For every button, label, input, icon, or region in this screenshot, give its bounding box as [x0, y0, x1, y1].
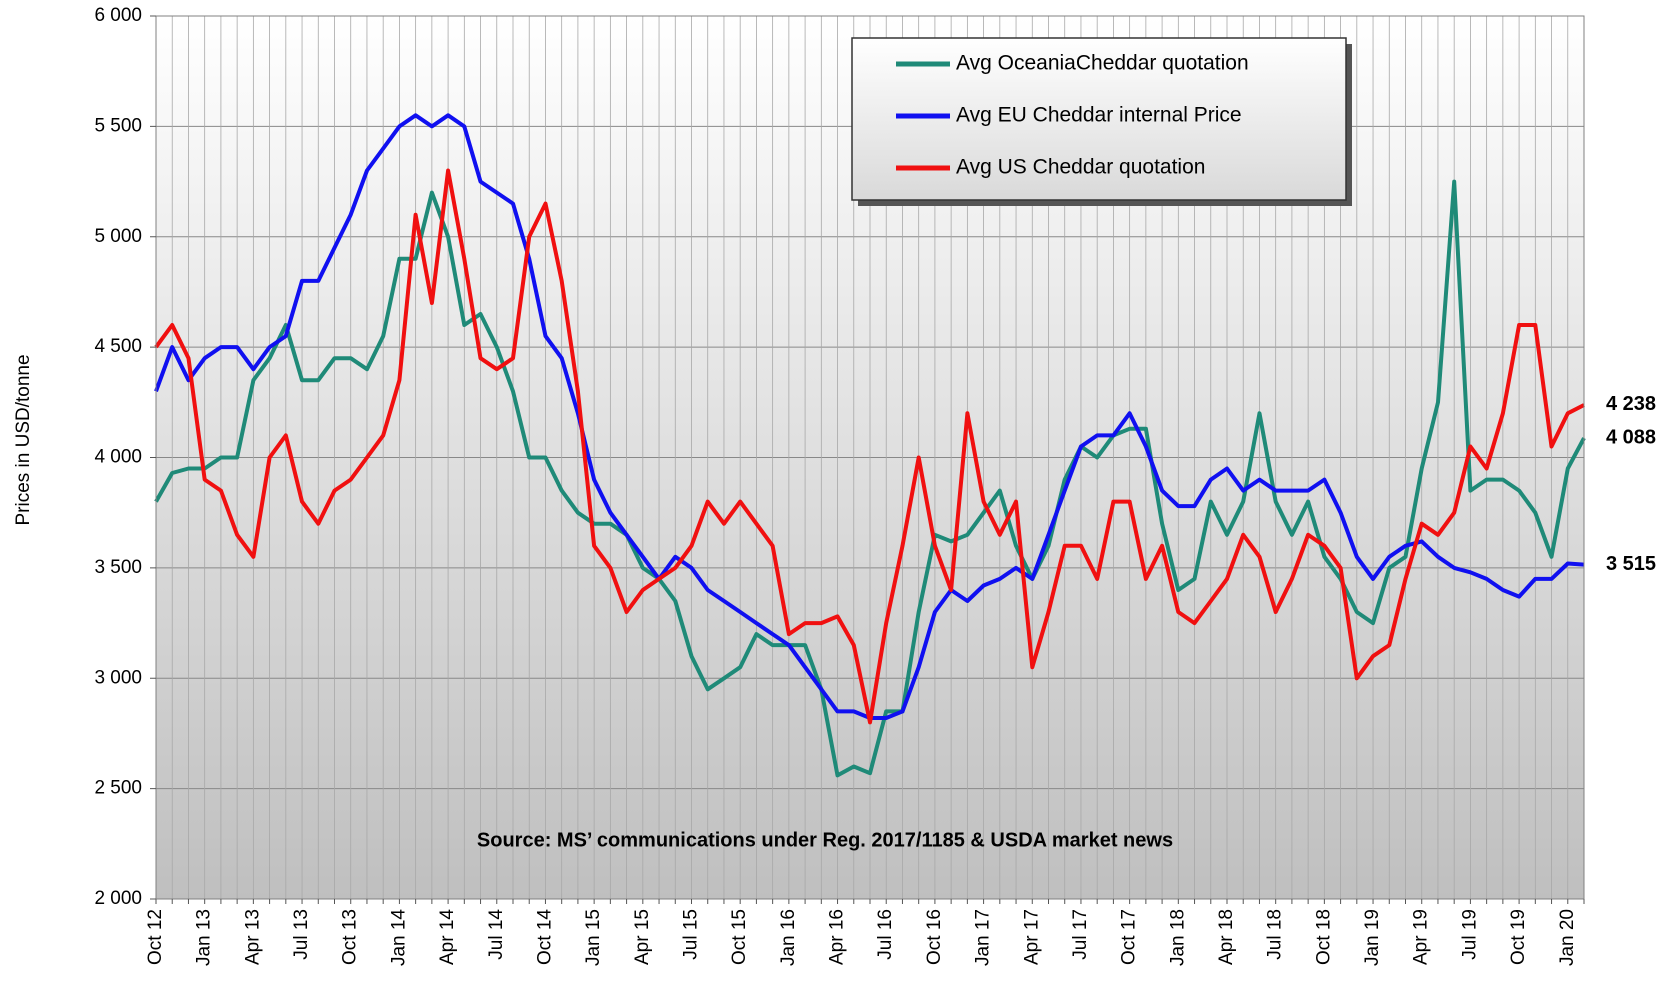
y-tick-label: 5 000	[94, 226, 142, 247]
legend-label: Avg OceaniaCheddar quotation	[956, 52, 1249, 75]
series-line	[154, 168, 1585, 725]
x-tick-label: Oct 17	[1119, 909, 1140, 965]
y-tick-label: 4 500	[94, 336, 142, 357]
x-tick-label: Jan 16	[778, 909, 799, 966]
y-tick-label: 4 000	[94, 447, 142, 468]
series-line	[154, 179, 1586, 778]
y-tick-label: 5 500	[94, 115, 142, 136]
legend-label: Avg EU Cheddar internal Price	[956, 104, 1242, 127]
x-tick-label: Apr 18	[1216, 909, 1237, 965]
x-tick-label: Oct 12	[145, 909, 166, 965]
x-tick-label: Oct 18	[1313, 909, 1334, 965]
y-tick-label: 2 000	[94, 888, 142, 909]
y-tick-label: 6 000	[94, 5, 142, 26]
x-tick-label: Jul 18	[1265, 909, 1286, 960]
annotation: Source: MS’ communications under Reg. 20…	[477, 829, 1173, 851]
x-tick-label: Jan 13	[194, 909, 215, 966]
x-tick-label: Apr 15	[632, 909, 653, 965]
end-label: 4 238	[1606, 393, 1656, 415]
lines	[154, 113, 1586, 778]
x-tick-label: Apr 14	[437, 909, 458, 965]
y-axis-label: Prices in USD/tonne	[13, 354, 34, 525]
end-label: 3 515	[1606, 553, 1656, 575]
x-tick-label: Jul 14	[486, 909, 507, 960]
x-tick-label: Jul 15	[681, 909, 702, 960]
y-tick-label: 3 000	[94, 667, 142, 688]
x-tick-label: Jan 18	[1167, 909, 1188, 966]
x-tick-label: Jul 17	[1070, 909, 1091, 960]
x-tick-label: Jan 19	[1362, 909, 1383, 966]
end-label: 4 088	[1606, 426, 1656, 448]
x-tick-label: Oct 14	[534, 909, 555, 965]
legend-items: Avg OceaniaCheddar quotation Avg EU Chedd…	[896, 52, 1249, 179]
x-tick-label: Oct 15	[729, 909, 750, 965]
x-tick-label: Jan 14	[388, 909, 409, 966]
x-tick-label: Oct 13	[340, 909, 361, 965]
x-tick-label: Apr 16	[827, 909, 848, 965]
x-tick-label: Jul 19	[1459, 909, 1480, 960]
y-tick-label: 2 500	[94, 778, 142, 799]
legend-label: Avg US Cheddar quotation	[956, 156, 1205, 179]
x-tick-label: Oct 16	[924, 909, 945, 965]
x-tick-label: Jan 15	[583, 909, 604, 966]
x-tick-label: Apr 19	[1411, 909, 1432, 965]
x-tick-label: Jul 16	[875, 909, 896, 960]
x-tick-label: Jan 17	[973, 909, 994, 966]
y-tick-label: 3 500	[94, 557, 142, 578]
x-tick-label: Jul 13	[291, 909, 312, 960]
x-tick-label: Apr 13	[242, 909, 263, 965]
x-tick-label: Apr 17	[1021, 909, 1042, 965]
x-tick-label: Jan 20	[1557, 909, 1578, 966]
x-tick-label: Oct 19	[1508, 909, 1529, 965]
